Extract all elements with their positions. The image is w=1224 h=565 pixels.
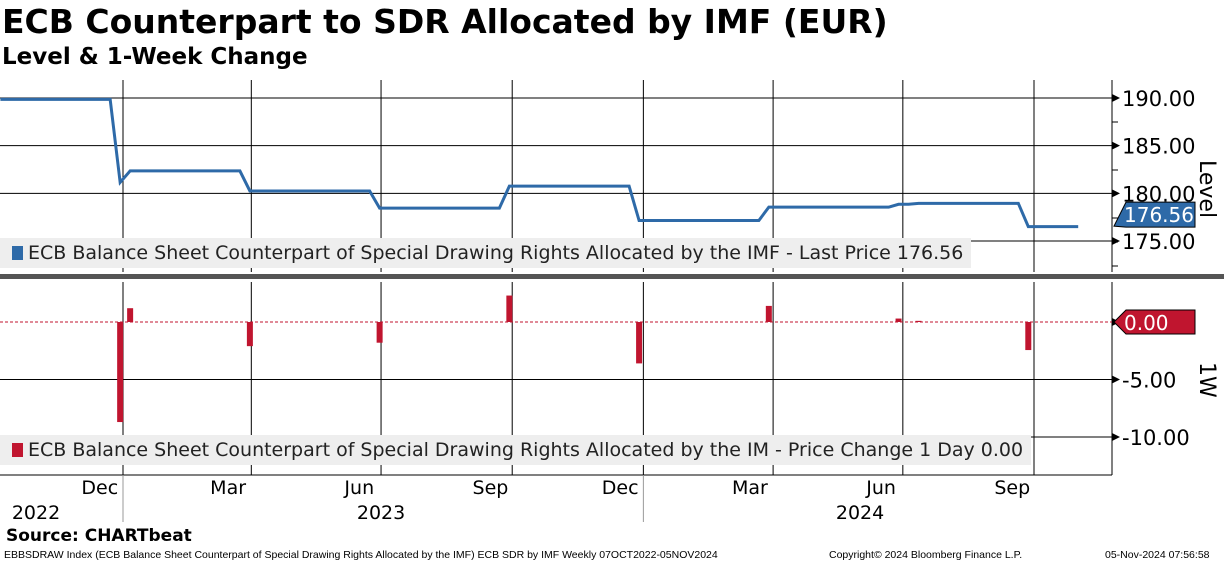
bar-change [765, 305, 772, 322]
bar-change [915, 320, 922, 322]
legend-level: ECB Balance Sheet Counterpart of Special… [0, 238, 972, 268]
chart-subtitle: Level & 1-Week Change [2, 44, 308, 70]
xtick-label-year: 2024 [836, 502, 884, 524]
ytick-marker [1112, 237, 1120, 245]
last-value-tag-level [1113, 201, 1196, 228]
xtick-label-month: Jun [343, 477, 374, 499]
xtick-label-month: Mar [732, 477, 768, 499]
legend-change-text: ECB Balance Sheet Counterpart of Special… [28, 439, 1024, 461]
ytick-marker [1112, 433, 1120, 441]
bar-change [506, 295, 513, 322]
ytick-label-change: -10.00 [1122, 426, 1190, 450]
legend-change: ECB Balance Sheet Counterpart of Special… [0, 435, 1032, 465]
bar-change [895, 318, 902, 322]
ytick-marker [1112, 375, 1120, 384]
copyright: Copyright© 2024 Bloomberg Finance L.P. [829, 549, 1023, 561]
bar-change [1025, 322, 1032, 351]
bar-change [636, 322, 643, 364]
legend-swatch-change [12, 443, 23, 457]
legend-swatch-level [12, 246, 23, 260]
source-label: Source: CHARTbeat [6, 526, 192, 546]
ytick-label-level: 175.00 [1122, 230, 1195, 254]
xtick-label-month: Sep [473, 477, 509, 499]
last-value-level: 176.56 [1124, 203, 1194, 227]
level-line [0, 97, 1079, 229]
ytick-label-change: -5.00 [1122, 369, 1176, 393]
xtick-label-year: 2023 [357, 502, 405, 524]
panel-divider [0, 274, 1224, 279]
xtick-label-month: Sep [994, 477, 1030, 499]
timestamp: 05-Nov-2024 07:56:58 [1105, 549, 1210, 561]
ytick-label-level: 185.00 [1122, 135, 1195, 159]
ytick-label-level: 190.00 [1122, 87, 1195, 111]
y-axis-title-level: Level [1194, 160, 1219, 218]
y-axis-title-change: 1W [1194, 362, 1219, 398]
legend-level-text: ECB Balance Sheet Counterpart of Special… [28, 242, 964, 264]
bar-change [117, 322, 124, 423]
bar-change [246, 322, 253, 347]
bar-change [127, 308, 134, 322]
chart-title: ECB Counterpart to SDR Allocated by IMF … [2, 2, 888, 41]
last-value-tag-change [1113, 309, 1196, 335]
xtick-label-year: 2022 [12, 502, 60, 524]
ticker-info: EBBSDRAW Index (ECB Balance Sheet Counte… [4, 549, 718, 561]
ytick-marker [1112, 189, 1120, 198]
ytick-marker [1112, 94, 1120, 102]
bar-change [376, 322, 383, 343]
last-value-change: 0.00 [1124, 311, 1169, 335]
xtick-label-month: Dec [602, 477, 639, 499]
xtick-label-month: Mar [210, 477, 246, 499]
xtick-label-month: Jun [865, 477, 896, 499]
xtick-label-month: Dec [81, 477, 118, 499]
